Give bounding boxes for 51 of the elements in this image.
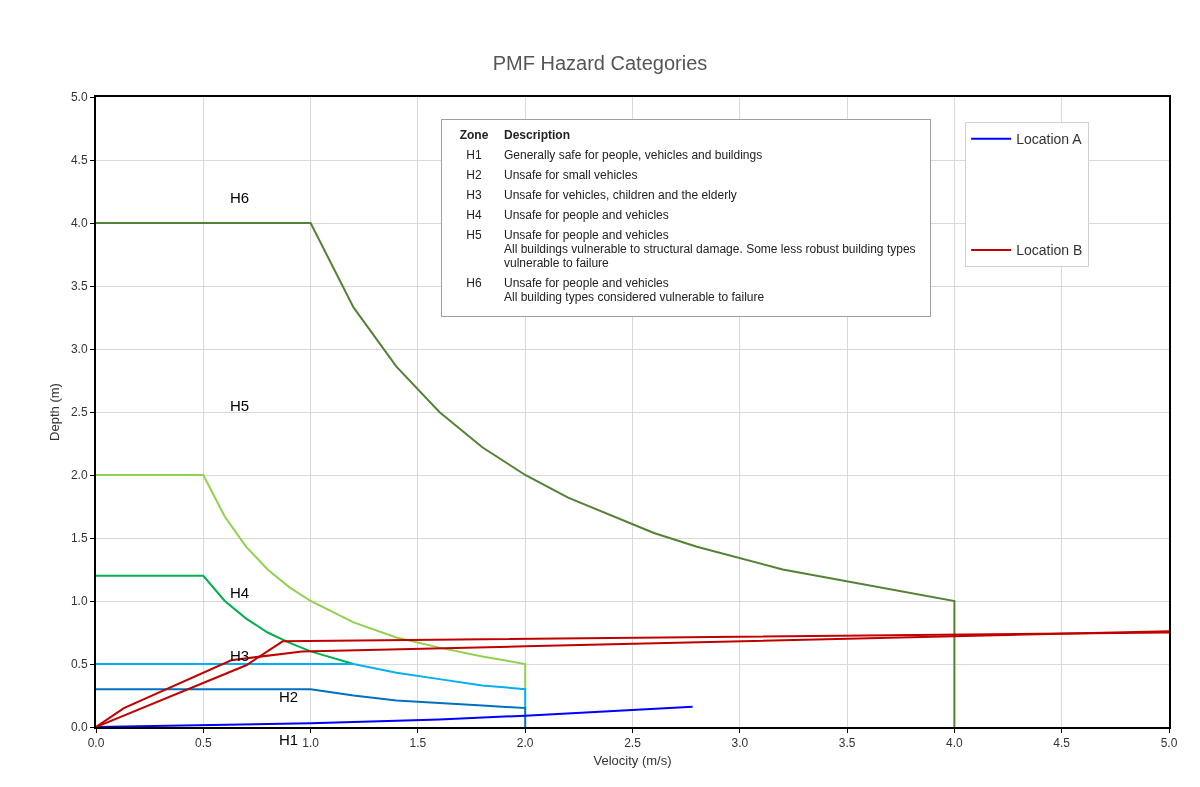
y-tick-label: 1.5	[70, 531, 88, 546]
x-tick-label: 4.5	[1053, 736, 1071, 751]
annotation: Description	[503, 127, 571, 144]
annotation: H1	[465, 147, 483, 164]
annotation: Zone	[458, 127, 490, 144]
legend-label: Location A	[1016, 131, 1083, 148]
y-tick-label: 2.0	[70, 468, 88, 483]
annotation: H6	[465, 275, 483, 292]
x-tick-label: 0.0	[87, 736, 105, 751]
annotation: Unsafe for people and vehicles All buildings vulnerable to structural damage. Some less robust building types vulnerable to failure	[503, 227, 917, 272]
annotation: Generally safe for people, vehicles and buildings	[503, 147, 764, 164]
x-tick-label: 2.0	[516, 736, 534, 751]
line-series	[96, 663, 527, 710]
y-tick-label: 4.5	[70, 153, 88, 168]
line-series	[96, 574, 355, 665]
y-tick-label: 1.0	[70, 594, 88, 609]
annotation: H5	[465, 227, 483, 244]
y-tick-label: 0.5	[70, 657, 88, 672]
annotation: H5	[230, 397, 250, 414]
annotation: Unsafe for small vehicles	[503, 167, 639, 184]
y-tick-label: 3.0	[70, 342, 88, 357]
x-tick-label: 5.0	[1160, 736, 1178, 751]
annotation: Unsafe for vehicles, children and the elderly	[503, 187, 738, 204]
y-tick-label: 5.0	[70, 90, 88, 105]
text: H1	[279, 731, 299, 748]
annotation: H2	[465, 167, 483, 184]
x-tick-label: 3.5	[838, 736, 856, 751]
y-axis-title: Depth (m)	[47, 383, 63, 441]
chart-title: PMF Hazard Categories	[492, 51, 708, 74]
x-tick-label: 1.0	[302, 736, 320, 751]
line-series	[96, 474, 527, 691]
annotation: Unsafe for people and vehicles All building types considered vulnerable to failure	[503, 275, 766, 306]
line-series	[96, 222, 956, 727]
x-tick-label: 2.5	[624, 736, 642, 751]
y-tick-label: 4.0	[70, 216, 88, 231]
x-tick-label: 3.0	[731, 736, 749, 751]
annotation: H6	[230, 189, 250, 206]
annotation: H3	[465, 187, 483, 204]
annotation: Unsafe for people and vehicles	[503, 207, 670, 224]
x-axis-title: Velocity (m/s)	[593, 752, 672, 768]
y-tick-label: 3.5	[70, 279, 88, 294]
annotation: H2	[279, 688, 299, 705]
y-tick-label: 2.5	[70, 405, 88, 420]
y-tick-label: 0.0	[70, 720, 88, 735]
x-tick-label: 4.0	[946, 736, 964, 751]
x-tick-label: 1.5	[409, 736, 427, 751]
legend-label: Location B	[1016, 242, 1083, 259]
x-tick-label: 0.5	[194, 736, 212, 751]
annotation: H4	[465, 207, 483, 224]
line-series	[96, 688, 527, 727]
annotation: H4	[230, 584, 250, 601]
